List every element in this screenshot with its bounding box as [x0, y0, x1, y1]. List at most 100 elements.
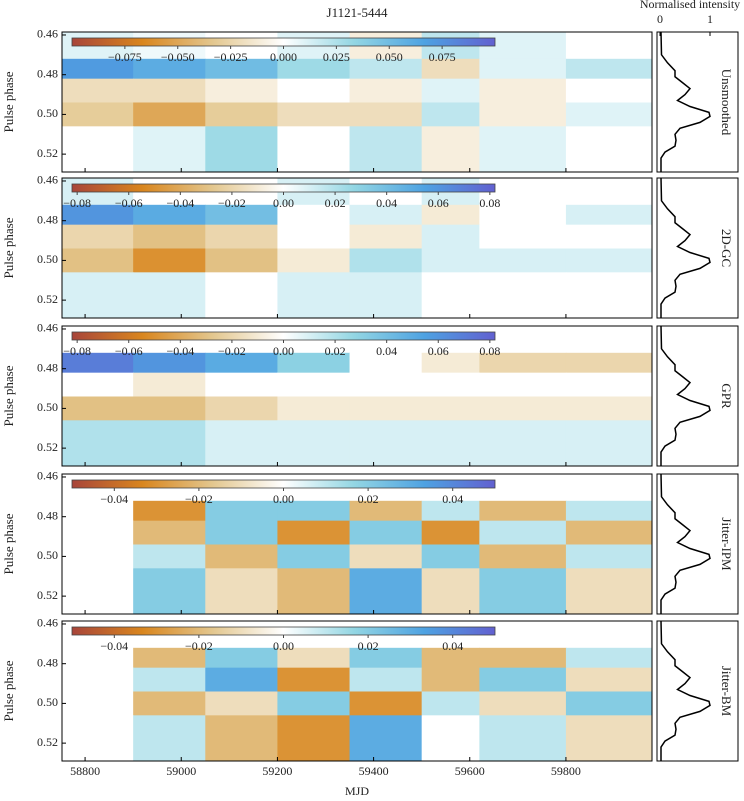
heatmap-cell [205, 102, 278, 127]
heatmap-cell [62, 352, 134, 374]
heatmap-cell [62, 500, 134, 522]
heatmap-cell [479, 667, 567, 692]
heatmap-cell [479, 248, 567, 273]
heatmap-cell [62, 715, 134, 762]
heatmap-cell [565, 32, 653, 60]
heatmap-cell [349, 78, 423, 103]
colorbar-tick-label: 0.02 [358, 492, 379, 506]
colorbar-tick-label: 0.08 [479, 344, 500, 358]
colorbar [71, 626, 496, 636]
colorbar-tick-label: 0.02 [358, 639, 379, 653]
colorbar [71, 479, 496, 489]
panel-label: Jitter-BM [719, 666, 734, 717]
chart-title: J1121-5444 [327, 5, 388, 20]
heatmap-cell [565, 224, 653, 249]
panel-frame [61, 473, 653, 615]
y-axis-label: Pulse phase [1, 71, 16, 132]
x-tick-label: 59400 [359, 764, 389, 778]
heatmap-cell [479, 715, 567, 762]
colorbar-tick-label: 0.02 [325, 196, 346, 210]
heatmap-cell [133, 420, 206, 467]
heatmap-cell [565, 396, 653, 421]
heatmap-cell [133, 352, 206, 374]
colorbar-tick-label: −0.02 [185, 492, 213, 506]
heatmap-cell [277, 568, 351, 615]
heatmap-cell [565, 621, 653, 649]
heatmap-cell [479, 500, 567, 522]
heatmap-cell [277, 691, 351, 716]
y-tick-label: 0.48 [37, 66, 58, 80]
heatmap-cell [421, 248, 480, 273]
heatmap-cell [277, 647, 351, 669]
heatmap-cell [205, 372, 278, 397]
heatmap-cell [133, 126, 206, 173]
heatmap-cell [62, 58, 134, 80]
colorbar-tick-label: −0.025 [214, 50, 248, 64]
heatmap-cell [421, 568, 480, 615]
y-tick-label: 0.50 [37, 695, 58, 709]
colorbar-tick-label: 0.04 [442, 639, 463, 653]
panel-frame [61, 325, 653, 467]
heatmap-cell [421, 126, 480, 173]
heatmap-cell [421, 544, 480, 569]
heatmap-cell [479, 647, 567, 669]
y-tick-label: 0.48 [37, 360, 58, 374]
heatmap-cell [62, 224, 134, 249]
heatmap-cell [565, 568, 653, 615]
colorbar-tick-label: 0.04 [376, 196, 397, 210]
colorbar-tick-label: 0.06 [428, 196, 449, 210]
colorbar-tick-label: 0.00 [273, 492, 294, 506]
colorbar-tick-label: −0.04 [166, 196, 194, 210]
heatmap-cell [349, 568, 423, 615]
heatmap-cell [479, 102, 567, 127]
profile-frame [656, 177, 739, 319]
heatmap-cell [62, 647, 134, 669]
heatmap-cell [349, 647, 423, 669]
heatmap-cell [349, 58, 423, 80]
heatmap-cell [133, 500, 206, 522]
colorbar-tick-label: 0.08 [479, 196, 500, 210]
heatmap-cell [133, 396, 206, 421]
heatmap-cell [62, 667, 134, 692]
y-tick-label: 0.52 [37, 292, 58, 306]
colorbar-tick-label: −0.050 [161, 50, 195, 64]
panel-frame [61, 177, 653, 319]
heatmap-cell [205, 126, 278, 173]
y-tick-label: 0.52 [37, 146, 58, 160]
heatmap-cell [133, 647, 206, 669]
heatmap-cell [62, 568, 134, 615]
colorbar-tick-label: 0.050 [376, 50, 403, 64]
heatmap-cell [349, 248, 423, 273]
profile-line [660, 620, 711, 761]
heatmap-cell [62, 248, 134, 273]
panel-frame [61, 31, 653, 173]
colorbar-tick-label: 0.04 [442, 492, 463, 506]
heatmap-cell [62, 372, 134, 397]
heatmap-cell [277, 272, 351, 319]
heatmap-cell [421, 520, 480, 545]
heatmap-cell [205, 715, 278, 762]
heatmap-cell [277, 667, 351, 692]
heatmap-cell [479, 568, 567, 615]
colorbar-tick-label: −0.06 [115, 196, 143, 210]
y-tick-label: 0.46 [37, 27, 58, 41]
colorbar [71, 331, 496, 341]
colorbar-tick-label: −0.06 [115, 344, 143, 358]
heatmap-cell [421, 691, 480, 716]
heatmap-cell [421, 372, 480, 397]
heatmap-cell [565, 474, 653, 502]
heatmap-cell [565, 272, 653, 319]
y-tick-label: 0.48 [37, 212, 58, 226]
panel-label: Jitter-IPM [719, 517, 734, 571]
heatmap-cell [133, 204, 206, 226]
heatmap-cell [133, 372, 206, 397]
heatmap-cell [565, 126, 653, 173]
heatmap-cell [205, 58, 278, 80]
heatmap-cell [565, 78, 653, 103]
y-axis-label: Pulse phase [1, 217, 16, 278]
heatmap-cell [205, 568, 278, 615]
heatmap-cell [62, 204, 134, 226]
heatmap-cell [277, 352, 351, 374]
heatmap-cell [565, 178, 653, 206]
